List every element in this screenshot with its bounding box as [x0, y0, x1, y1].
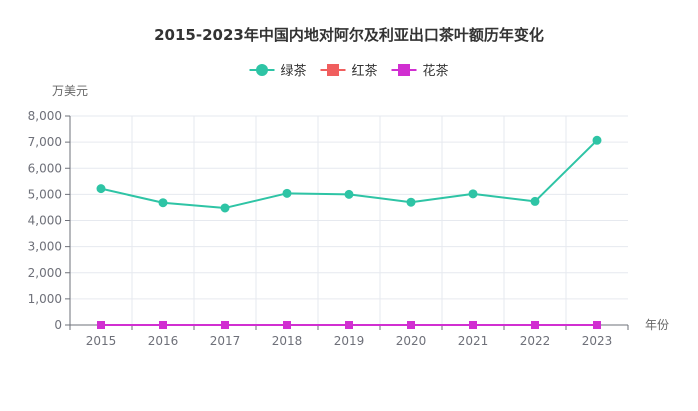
x-tick-label: 2022: [520, 334, 551, 348]
x-axis-label: 年份: [645, 318, 669, 332]
data-point[interactable]: [158, 198, 168, 208]
y-axis-label: 万美元: [52, 84, 88, 98]
data-point[interactable]: [593, 321, 601, 329]
data-point[interactable]: [406, 197, 416, 207]
legend-item[interactable]: 花茶: [391, 63, 449, 79]
legend-item[interactable]: 绿茶: [249, 63, 307, 79]
data-point[interactable]: [469, 321, 477, 329]
legend-item[interactable]: 红茶: [320, 63, 378, 79]
data-point[interactable]: [530, 196, 540, 206]
x-tick-label: 2021: [458, 334, 489, 348]
x-tick-label: 2020: [396, 334, 427, 348]
y-tick-label: 3,000: [28, 240, 62, 254]
x-axis-ticks: 2015 2016 2017 2018 2019 2020 2021 2022 2023: [69, 325, 629, 348]
y-tick-label: 8,000: [28, 109, 62, 123]
y-tick-label: 1,000: [28, 292, 62, 306]
y-axis-ticks: 0 1,000 2,000 3,000 4,000 5,000 6,000 7,000 8,00…: [28, 109, 70, 332]
grid-lines: [70, 115, 628, 325]
legend-marker: [327, 64, 339, 76]
series-1: [96, 135, 602, 213]
legend-label: 花茶: [423, 63, 449, 79]
data-point[interactable]: [97, 321, 105, 329]
data-point[interactable]: [407, 321, 415, 329]
data-point[interactable]: [283, 321, 291, 329]
data-point[interactable]: [159, 321, 167, 329]
x-tick-label: 2019: [334, 334, 365, 348]
y-tick-label: 2,000: [28, 266, 62, 280]
x-tick-label: 2023: [582, 334, 613, 348]
legend: 绿茶 红茶 花茶: [249, 63, 449, 79]
legend-label: 红茶: [352, 63, 378, 79]
data-point[interactable]: [221, 321, 229, 329]
chart-title: 2015-2023年中国内地对阿尔及利亚出口茶叶额历年变化: [154, 26, 544, 44]
data-point[interactable]: [282, 188, 292, 198]
series-layer: [96, 135, 602, 329]
y-tick-label: 7,000: [28, 135, 62, 149]
data-point[interactable]: [468, 189, 478, 199]
data-point[interactable]: [592, 135, 602, 145]
data-point[interactable]: [96, 184, 106, 194]
x-tick-label: 2018: [272, 334, 303, 348]
y-tick-label: 5,000: [28, 187, 62, 201]
data-point[interactable]: [345, 321, 353, 329]
legend-marker: [398, 64, 410, 76]
y-tick-label: 0: [54, 318, 62, 332]
x-tick-label: 2016: [148, 334, 179, 348]
series-3: [97, 321, 601, 329]
legend-label: 绿茶: [281, 63, 307, 79]
x-tick-label: 2015: [86, 334, 117, 348]
x-tick-label: 2017: [210, 334, 241, 348]
data-point[interactable]: [531, 321, 539, 329]
y-tick-label: 4,000: [28, 214, 62, 228]
y-tick-label: 6,000: [28, 161, 62, 175]
data-point[interactable]: [220, 203, 230, 213]
data-point[interactable]: [344, 189, 354, 199]
legend-marker: [256, 64, 268, 76]
